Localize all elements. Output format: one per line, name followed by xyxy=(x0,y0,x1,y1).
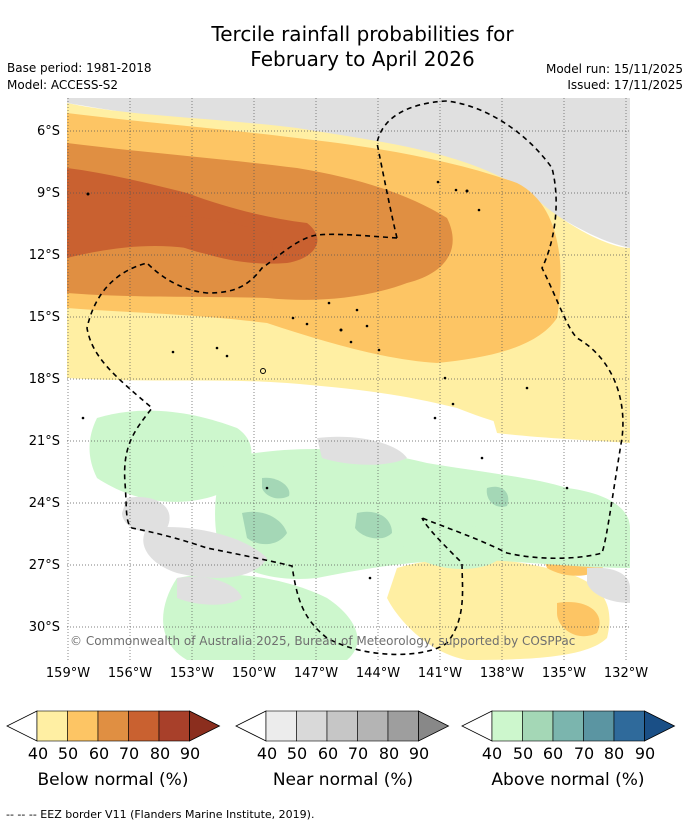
lat-label-18s: 18°S xyxy=(28,372,60,387)
cbar-near-swatch-2 xyxy=(326,710,358,742)
above-50-blob-2 xyxy=(355,511,392,539)
near-normal-patch-1 xyxy=(122,497,170,533)
cbar-above-tick-40: 40 xyxy=(481,744,503,763)
eez-footnote: -- -- -- EEZ border V11 (Flanders Marine… xyxy=(6,808,315,821)
below-40-lower xyxy=(487,390,630,443)
cbar-near-title: Near normal (%) xyxy=(272,770,414,790)
near-normal-region xyxy=(67,98,630,248)
colorbar-legend xyxy=(6,710,676,742)
copyright-notice: © Commonwealth of Australia 2025, Bureau… xyxy=(70,634,576,648)
base-period: Base period: 1981-2018 xyxy=(7,61,152,75)
cbar-near-high-arrow xyxy=(418,710,450,742)
lon-label-150w: 150°W xyxy=(231,666,277,681)
lon-label-144w: 144°W xyxy=(355,666,401,681)
cbar-below-swatch-2 xyxy=(97,710,129,742)
cbar-near-swatch-0 xyxy=(265,710,297,742)
issued-date: Issued: 17/11/2025 xyxy=(567,78,683,92)
lon-label-132w: 132°W xyxy=(603,666,649,681)
cbar-near-tick-80: 80 xyxy=(378,744,400,763)
near-normal-patch-2 xyxy=(143,527,267,578)
cbar-above-high-arrow xyxy=(644,710,676,742)
map-title: Tercile rainfall probabilities for Febru… xyxy=(0,22,690,72)
model-run: Model run: 15/11/2025 xyxy=(545,62,683,76)
cbar-near-swatch-4 xyxy=(387,710,419,742)
title-line-2: February to April 2026 xyxy=(250,47,475,71)
eez-border-north xyxy=(376,100,624,560)
lat-label-12s: 12°S xyxy=(28,248,60,263)
cbar-near-tick-50: 50 xyxy=(286,744,308,763)
cbar-below-swatch-4 xyxy=(158,710,190,742)
near-normal-patch-5 xyxy=(587,567,630,603)
lat-label-21s: 21°S xyxy=(28,434,60,449)
lat-label-6s: 6°S xyxy=(36,124,60,139)
cbar-below-tick-70: 70 xyxy=(118,744,140,763)
cbar-below-swatch-3 xyxy=(128,710,160,742)
cbar-near-tick-70: 70 xyxy=(347,744,369,763)
near-normal-patch-3 xyxy=(177,576,242,605)
cbar-above-swatch-3 xyxy=(583,710,615,742)
cbar-near-tick-60: 60 xyxy=(317,744,339,763)
below-50-sw xyxy=(557,602,600,637)
lon-label-141w: 141°W xyxy=(417,666,463,681)
cbar-near-tick-40: 40 xyxy=(256,744,278,763)
lon-label-138w: 138°W xyxy=(479,666,525,681)
island-markers xyxy=(81,180,569,580)
cbar-above-title: Above normal (%) xyxy=(491,770,645,790)
model-name: Model: ACCESS-S2 xyxy=(7,78,119,92)
cbar-below-low-arrow xyxy=(6,710,38,742)
cbar-below-tick-90: 90 xyxy=(179,744,201,763)
cbar-above-tick-70: 70 xyxy=(573,744,595,763)
lon-label-153w: 153°W xyxy=(169,666,215,681)
below-40-south xyxy=(387,558,610,660)
cbar-below-tick-60: 60 xyxy=(88,744,110,763)
below-70-blob xyxy=(167,216,273,259)
above-50-blob-4 xyxy=(486,486,509,507)
lon-label-147w: 147°W xyxy=(293,666,339,681)
cbar-above-swatch-0 xyxy=(491,710,523,742)
lat-label-30s: 30°S xyxy=(28,620,60,635)
cbar-near-low-arrow xyxy=(235,710,267,742)
cbar-above-tick-80: 80 xyxy=(603,744,625,763)
above-40-central xyxy=(215,448,630,579)
cbar-below-high-arrow xyxy=(189,710,221,742)
lon-label-156w: 156°W xyxy=(107,666,153,681)
lat-label-15s: 15°S xyxy=(28,310,60,325)
rainfall-probability-map xyxy=(67,98,630,660)
lat-label-24s: 24°S xyxy=(28,496,60,511)
cbar-above-swatch-4 xyxy=(613,710,645,742)
above-40-southeast xyxy=(397,522,508,569)
cbar-below-tick-80: 80 xyxy=(149,744,171,763)
cbar-above-tick-90: 90 xyxy=(634,744,656,763)
gridlines xyxy=(67,98,630,660)
cbar-above-swatch-2 xyxy=(552,710,584,742)
title-line-1: Tercile rainfall probabilities for xyxy=(211,22,514,46)
lon-label-159w: 159°W xyxy=(45,666,91,681)
above-50-blob-3 xyxy=(262,477,290,499)
eez-border-west xyxy=(86,233,464,656)
cbar-above-tick-50: 50 xyxy=(512,744,534,763)
lat-label-27s: 27°S xyxy=(28,558,60,573)
cbar-below-tick-40: 40 xyxy=(27,744,49,763)
cbar-below-swatch-0 xyxy=(36,710,68,742)
lon-label-135w: 135°W xyxy=(541,666,587,681)
cbar-below-title: Below normal (%) xyxy=(37,770,189,790)
cbar-below-swatch-1 xyxy=(67,710,99,742)
cbar-above-tick-60: 60 xyxy=(542,744,564,763)
cbar-near-swatch-1 xyxy=(296,710,328,742)
cbar-above-low-arrow xyxy=(461,710,493,742)
above-50-blob-1 xyxy=(242,511,287,545)
lat-label-9s: 9°S xyxy=(36,186,60,201)
cbar-near-swatch-3 xyxy=(357,710,389,742)
cbar-below-tick-50: 50 xyxy=(57,744,79,763)
near-normal-patch-4 xyxy=(317,436,407,465)
cbar-near-tick-90: 90 xyxy=(408,744,430,763)
cbar-above-swatch-1 xyxy=(522,710,554,742)
